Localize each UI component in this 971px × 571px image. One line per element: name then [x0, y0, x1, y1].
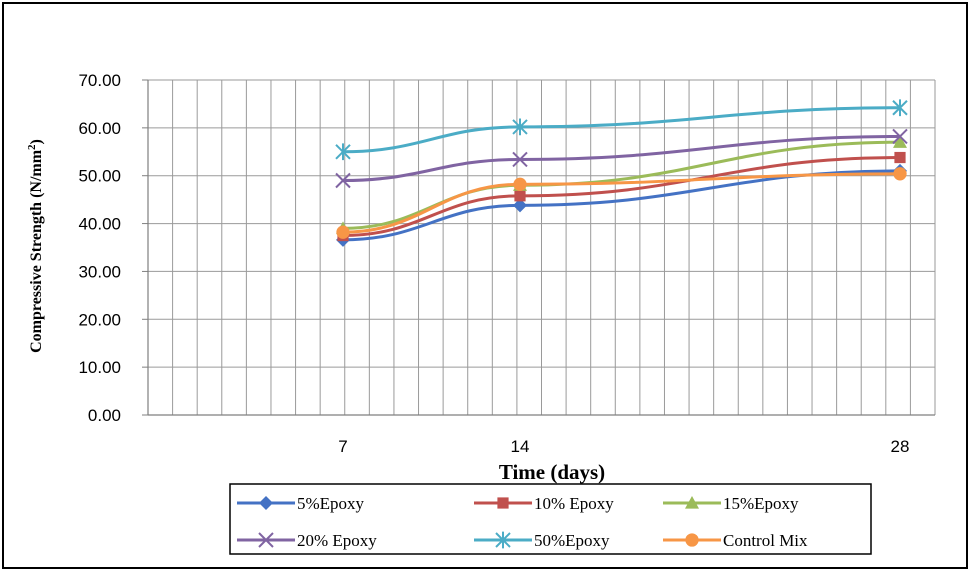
x-tick-label: 7	[338, 437, 347, 456]
data-point-marker	[336, 225, 350, 239]
y-tick-label: 30.00	[78, 262, 121, 281]
data-point-marker	[513, 177, 527, 191]
legend-swatch-marker	[495, 531, 511, 549]
legend-swatch-marker	[685, 533, 699, 547]
legend-label: Control Mix	[723, 531, 808, 550]
y-tick-label: 10.00	[78, 358, 121, 377]
legend-item: 50%Epoxy	[474, 531, 610, 550]
marker-layer	[335, 99, 908, 247]
x-tick-label: 14	[511, 437, 530, 456]
y-axis-title-main: Compressive Strength (N/mm	[28, 149, 45, 353]
series-layer	[342, 106, 901, 242]
data-point-marker	[893, 167, 907, 181]
legend-item: 20% Epoxy	[237, 531, 377, 550]
legend-label: 10% Epoxy	[534, 494, 614, 513]
data-point-marker	[892, 99, 908, 117]
y-axis-title-sup: 2	[26, 144, 38, 150]
legend-item: 5%Epoxy	[237, 494, 365, 513]
data-point-marker	[512, 118, 528, 136]
legend-box	[229, 483, 872, 555]
data-point-marker	[335, 143, 351, 161]
y-axis-title: Compressive Strength (N/mm2)	[26, 139, 45, 353]
legend-item: 15%Epoxy	[663, 494, 799, 513]
legend-label: 5%Epoxy	[297, 494, 365, 513]
axes	[142, 79, 935, 416]
y-tick-label: 0.00	[88, 406, 121, 425]
series-line	[342, 172, 901, 234]
legend-swatch-marker	[258, 532, 274, 548]
legend-swatch-marker	[497, 497, 509, 509]
y-axis-title-close: )	[28, 139, 45, 144]
data-point-marker	[335, 172, 351, 189]
x-axis-title: Time (days)	[499, 460, 605, 484]
legend: 5%Epoxy 10% Epoxy 15%Epoxy 20% Epoxy 50%Epox…	[229, 483, 872, 555]
legend-label: 15%Epoxy	[723, 494, 799, 513]
series-line	[342, 156, 901, 238]
y-tick-label: 60.00	[78, 119, 121, 138]
legend-swatch-marker	[259, 496, 273, 510]
legend-item: 10% Epoxy	[474, 494, 614, 513]
y-tick-label: 50.00	[78, 167, 121, 186]
label-layer: 0.00 10.00 20.00 30.00 40.00 50.00 60.00 70.00 7…	[26, 71, 909, 484]
legend-label: 50%Epoxy	[534, 531, 610, 550]
legend-swatch-marker	[685, 496, 699, 509]
data-point-marker	[893, 135, 907, 148]
series-line	[342, 106, 901, 154]
y-tick-label: 70.00	[78, 71, 121, 90]
data-point-marker	[513, 198, 527, 213]
x-tick-label: 28	[891, 437, 910, 456]
series-line	[342, 134, 901, 182]
y-tick-label: 20.00	[78, 310, 121, 329]
legend-label: 20% Epoxy	[297, 531, 377, 550]
data-point-marker	[514, 190, 526, 202]
legend-item: Control Mix	[663, 531, 808, 550]
data-point-marker	[892, 128, 908, 145]
data-point-marker	[894, 151, 906, 164]
data-point-marker	[512, 151, 528, 168]
y-tick-label: 40.00	[78, 215, 121, 234]
